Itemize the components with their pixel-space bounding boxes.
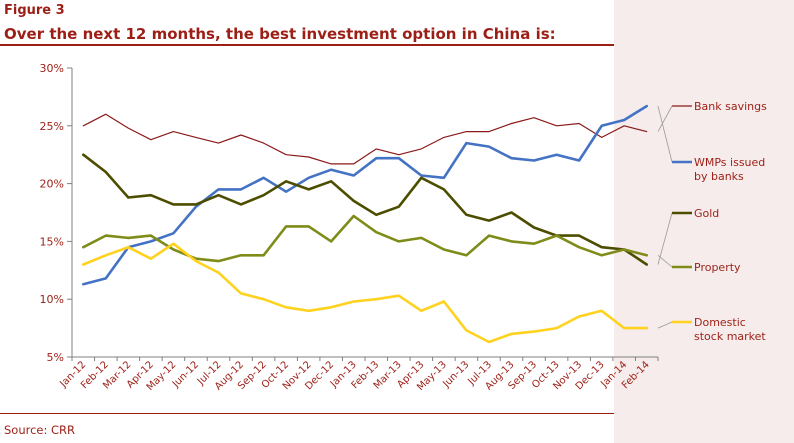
source-note: Source: CRR [4,423,76,437]
legend-connector-gold [657,212,673,265]
y-tick-label: 10% [40,293,64,306]
series-line-bank_savings [82,113,648,165]
legend-connector-property [657,254,673,268]
legend-label-wmps: WMPs issued [694,156,765,169]
series-line-gold [82,153,649,266]
figure-title: Over the next 12 months, the best invest… [4,25,556,43]
y-tick-label: 20% [40,178,64,191]
figure-label: Figure 3 [4,3,65,18]
series-line-property [82,214,649,263]
series-line-wmps [82,104,649,286]
legend-connector-domestic [657,321,673,329]
chart-axes [67,67,659,361]
line-chart: 5% 10% 15% 20% 25% 30% Jan-12Feb-12Mar-12Apr-… [40,62,768,393]
y-tick-label: 25% [40,120,64,133]
series-line-domestic [82,242,649,344]
side-panel [614,0,794,443]
legend-label-gold: Gold [694,207,719,220]
legend-label-domestic: stock market [694,330,766,343]
legend-label-bank_savings: Bank savings [694,100,767,113]
legend-label-domestic: Domestic [694,316,746,329]
series-lines [82,104,649,344]
footer-rule [0,413,614,414]
y-tick-label: 15% [40,235,64,248]
x-tick-labels: Jan-12Feb-12Mar-12Apr-12May-12Jun-12Jul-… [57,359,651,393]
title-rule [0,44,614,46]
legend-label-property: Property [694,261,741,274]
y-tick-label: 30% [40,62,64,75]
y-tick-label: 5% [47,351,64,364]
legend-connector-wmps [657,106,673,163]
y-tick-labels: 5% 10% 15% 20% 25% 30% [40,62,64,364]
legend-connector-bank_savings [657,105,673,132]
legend-label-wmps: by banks [694,170,744,183]
